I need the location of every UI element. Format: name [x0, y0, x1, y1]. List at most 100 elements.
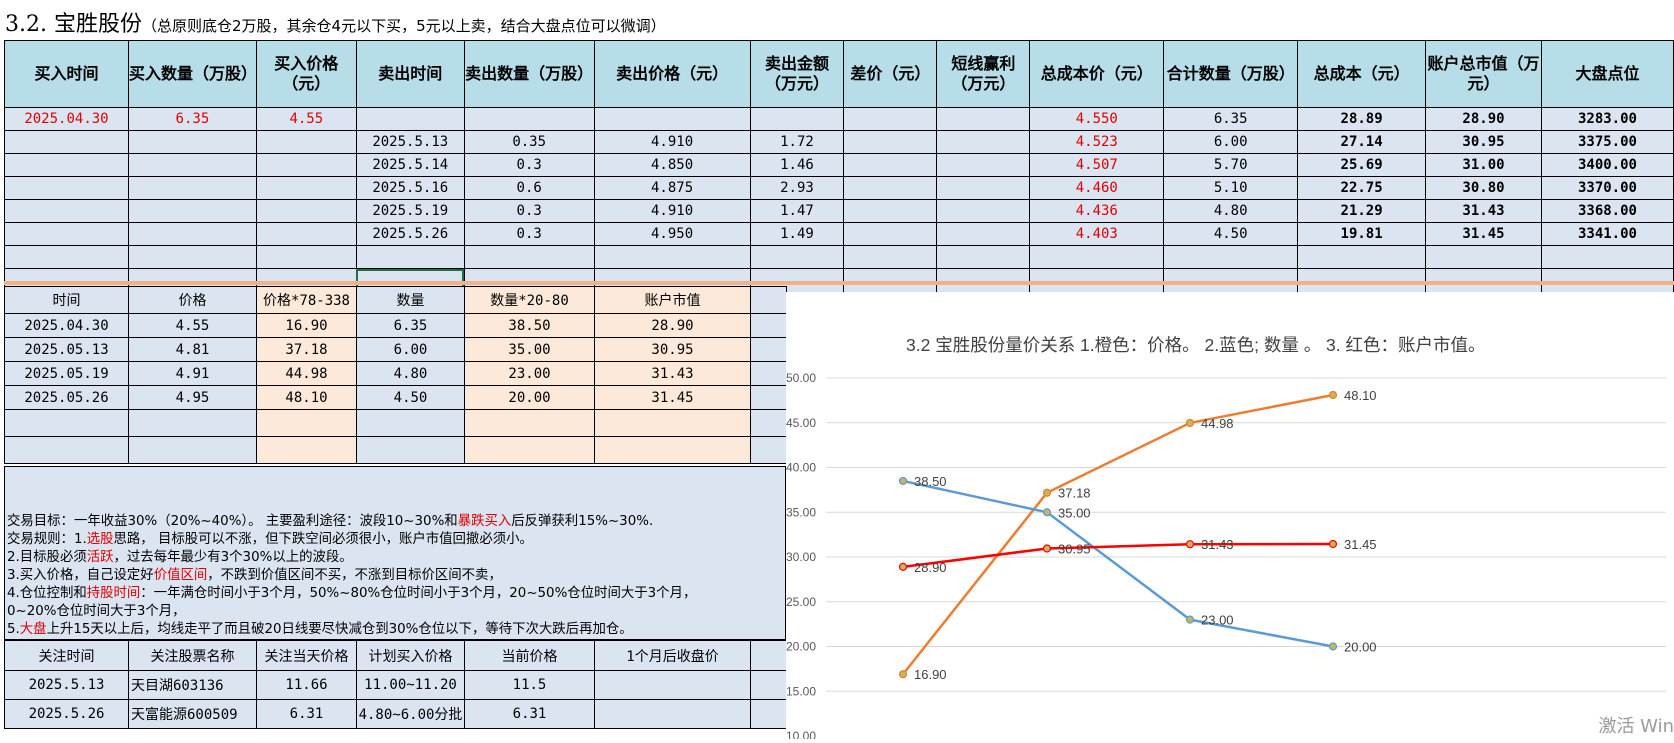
trade-cell[interactable] [1425, 245, 1542, 269]
trade-cell[interactable]: 30.95 [1425, 130, 1542, 154]
trade-cell[interactable] [1297, 245, 1427, 269]
trade-cell[interactable]: 1.46 [749, 153, 845, 177]
price-volume-chart[interactable]: 3.2 宝胜股份量价关系 1.橙色：价格。 2.蓝色; 数量 。 3. 红色：账… [786, 292, 1674, 743]
price-cell[interactable] [594, 409, 751, 437]
price-cell[interactable] [256, 436, 357, 464]
trade-cell[interactable]: 4.50 [1163, 222, 1299, 246]
trade-cell[interactable] [843, 245, 938, 269]
trade-cell[interactable]: 3400.00 [1540, 153, 1674, 177]
watch-cell[interactable]: 2025.5.13 [4, 670, 129, 700]
trade-cell[interactable] [593, 107, 751, 131]
price-cell[interactable]: 16.90 [256, 313, 357, 338]
price-cell[interactable]: 44.98 [256, 361, 357, 386]
trade-cell[interactable]: 19.81 [1297, 222, 1427, 246]
trade-cell[interactable]: 4.550 [1029, 107, 1165, 131]
price-cell[interactable]: 2025.05.26 [4, 385, 129, 410]
trade-cell[interactable]: 6.35 [127, 107, 257, 131]
price-cell[interactable]: 30.95 [594, 337, 751, 362]
trade-cell[interactable]: 4.460 [1029, 176, 1165, 200]
watch-cell[interactable]: 11.00~11.20 [356, 670, 465, 700]
trade-cell[interactable] [355, 245, 465, 269]
watch-cell[interactable]: 6.31 [256, 699, 357, 729]
trade-cell[interactable] [936, 130, 1031, 154]
trade-cell[interactable]: 4.436 [1029, 199, 1165, 223]
trade-cell[interactable] [127, 176, 257, 200]
trade-cell[interactable]: 3370.00 [1540, 176, 1674, 200]
trade-cell[interactable] [1029, 245, 1165, 269]
trade-cell[interactable] [4, 153, 129, 177]
watch-cell[interactable] [594, 699, 751, 729]
watch-cell[interactable]: 天富能源600509 [128, 699, 257, 729]
data-point[interactable] [898, 476, 908, 486]
trade-cell[interactable]: 6.35 [1163, 107, 1299, 131]
trade-cell[interactable] [463, 245, 595, 269]
trade-cell[interactable] [255, 153, 357, 177]
trade-cell[interactable] [127, 245, 257, 269]
trade-cell[interactable]: 0.3 [463, 199, 595, 223]
trade-cell[interactable]: 2025.04.30 [4, 107, 129, 131]
trade-cell[interactable] [127, 130, 257, 154]
trade-cell[interactable]: 27.14 [1297, 130, 1427, 154]
trade-cell[interactable] [749, 107, 845, 131]
price-cell[interactable] [128, 409, 257, 437]
price-cell[interactable]: 23.00 [464, 361, 595, 386]
trade-cell[interactable]: 31.43 [1425, 199, 1542, 223]
trade-cell[interactable]: 4.850 [593, 153, 751, 177]
trade-cell[interactable] [463, 107, 595, 131]
data-point[interactable] [1042, 544, 1052, 553]
trade-cell[interactable] [255, 199, 357, 223]
price-cell[interactable] [356, 409, 465, 437]
price-cell[interactable]: 4.50 [356, 385, 465, 410]
data-point[interactable] [1185, 418, 1195, 428]
price-cell[interactable] [464, 436, 595, 464]
trade-cell[interactable]: 4.910 [593, 130, 751, 154]
data-point[interactable] [898, 562, 908, 571]
data-point[interactable] [1042, 508, 1052, 517]
trade-cell[interactable] [255, 176, 357, 200]
trade-cell[interactable] [843, 199, 938, 223]
trade-cell[interactable]: 3341.00 [1540, 222, 1674, 246]
trade-cell[interactable]: 5.10 [1163, 176, 1299, 200]
price-cell[interactable]: 2025.05.13 [4, 337, 129, 362]
price-cell[interactable]: 37.18 [256, 337, 357, 362]
watch-cell[interactable]: 4.80~6.00分批 [356, 699, 465, 729]
trade-cell[interactable] [936, 222, 1031, 246]
data-point[interactable] [1328, 390, 1338, 400]
price-cell[interactable]: 28.90 [594, 313, 751, 338]
trade-cell[interactable]: 4.507 [1029, 153, 1165, 177]
price-cell[interactable]: 6.00 [356, 337, 465, 362]
trade-cell[interactable]: 2025.5.14 [355, 153, 465, 177]
price-cell[interactable] [356, 436, 465, 464]
trade-cell[interactable] [843, 222, 938, 246]
trade-cell[interactable] [936, 199, 1031, 223]
trade-cell[interactable]: 2025.5.13 [355, 130, 465, 154]
trade-cell[interactable]: 1.47 [749, 199, 845, 223]
trade-cell[interactable] [843, 153, 938, 177]
trade-cell[interactable]: 1.49 [749, 222, 845, 246]
trade-cell[interactable] [4, 176, 129, 200]
price-cell[interactable]: 4.80 [356, 361, 465, 386]
watch-cell[interactable]: 2025.5.26 [4, 699, 129, 729]
price-cell[interactable]: 4.81 [128, 337, 257, 362]
trade-cell[interactable] [255, 245, 357, 269]
data-point[interactable] [1328, 539, 1338, 549]
trade-cell[interactable]: 4.80 [1163, 199, 1299, 223]
price-cell[interactable]: 35.00 [464, 337, 595, 362]
trade-cell[interactable]: 4.950 [593, 222, 751, 246]
trade-cell[interactable]: 3283.00 [1540, 107, 1674, 131]
price-cell[interactable]: 2025.05.19 [4, 361, 129, 386]
trade-cell[interactable]: 4.55 [255, 107, 357, 131]
price-cell[interactable] [594, 436, 751, 464]
trade-cell[interactable] [936, 107, 1031, 131]
price-cell[interactable] [256, 409, 357, 437]
trade-cell[interactable]: 0.35 [463, 130, 595, 154]
watch-cell[interactable]: 11.66 [256, 670, 357, 700]
trade-cell[interactable]: 22.75 [1297, 176, 1427, 200]
price-cell[interactable]: 31.43 [594, 361, 751, 386]
trade-cell[interactable] [4, 130, 129, 154]
trade-cell[interactable]: 4.910 [593, 199, 751, 223]
price-cell[interactable]: 4.95 [128, 385, 257, 410]
trade-cell[interactable] [127, 153, 257, 177]
price-cell[interactable]: 6.35 [356, 313, 465, 338]
trade-cell[interactable] [1163, 245, 1299, 269]
